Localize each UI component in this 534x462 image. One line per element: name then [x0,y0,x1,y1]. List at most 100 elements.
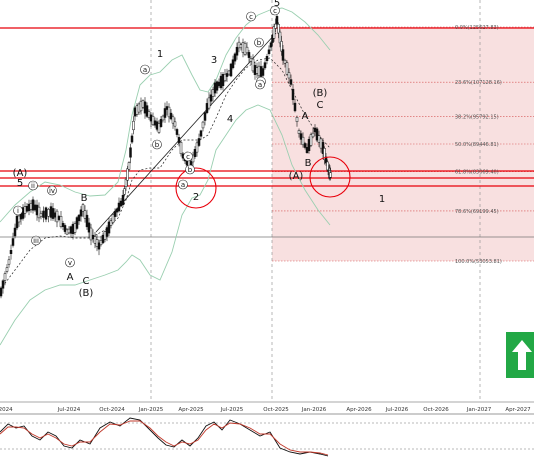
candle-body [257,65,261,77]
candle-body [91,234,95,240]
candle-body [199,130,203,137]
candle-body [97,242,101,250]
candle-body [165,106,169,110]
candle-body [249,58,253,62]
candle-body [251,58,255,72]
candle-body [207,97,211,109]
candle-body [121,194,125,206]
candle-body [167,106,171,118]
resistance-lines [0,27,534,187]
roman-label: c [186,153,190,161]
roman-label-circle [13,205,23,216]
up-arrow-icon [506,332,534,378]
roman-label: a [258,81,262,89]
roman-label-circle [183,151,193,162]
candle-body [15,215,19,229]
roman-label: c [249,13,253,21]
candle-body [197,138,201,146]
roman-label: b [188,166,193,174]
candle-body [124,179,128,187]
roman-label-circle [185,164,195,175]
candle-body [75,217,79,229]
wave-label: (B) [79,288,94,299]
candle-body [271,34,274,43]
candle-body [25,205,29,212]
candle-body [237,41,241,49]
candle-body [53,212,57,218]
candle-body [71,223,75,235]
candle-body [311,132,315,138]
fib-label: 61.8%(83069.40) [455,170,499,176]
candle-body [329,172,332,178]
x-tick-label: Oct-2026 [423,407,449,413]
candle-body [255,67,259,74]
x-tick-label: Apr-2025 [178,407,204,413]
candle-body [161,115,165,121]
candle-body [63,225,67,232]
candle-body [213,82,217,94]
candle-body [287,72,291,79]
candle-body [101,234,105,244]
wave-label: C [317,100,324,111]
candle-body [280,41,283,52]
candle-body [323,148,326,160]
candle-body [173,121,177,127]
candle-body [221,73,225,87]
candle-body [313,127,317,133]
candle-body [135,105,139,115]
candle-body [155,121,159,130]
roman-label: c [273,7,277,15]
roman-label-circle [152,139,162,150]
candle-body [281,49,285,61]
oscillator-panel [0,413,534,457]
candle-body [85,214,89,228]
candle-body [303,143,307,148]
candle-body [9,250,13,254]
candle-body [23,206,27,214]
candle-body [37,206,41,219]
candle-body [42,210,45,218]
fib-label: 23.6%(107128.16) [455,80,502,86]
candle-body [241,42,245,53]
wave-2-circle [175,167,217,209]
roman-label-circle [254,37,264,48]
candle-body [55,210,59,223]
candle-body [103,231,107,240]
roman-label-circle [65,257,75,268]
roman-label: i [17,207,19,215]
candle-body [33,204,37,211]
candle-body [233,53,237,62]
wave-label: 1 [379,194,385,205]
candle-body [137,103,141,113]
candle-body [129,147,132,158]
candle-body [295,117,299,122]
x-tick-label: Apr-2024 [0,407,13,413]
candle-body [285,62,289,75]
candle-body [69,226,73,234]
fib-label: 38.2%(95792.15) [455,114,499,120]
roman-label: iii [33,237,39,245]
roman-label-circle [31,235,41,246]
candle-body [245,46,249,54]
candle-body [111,214,115,223]
candle-body [93,236,97,244]
wave-label: 1 [157,49,163,60]
candle-body [89,227,93,241]
x-tick-label: Jan-2025 [138,407,164,413]
x-tick-label: Jan-2027 [466,407,492,413]
wave-label: B [81,193,88,204]
candle-body [141,100,145,108]
candle-body [321,142,325,154]
candle-body [39,213,43,217]
candle-body [127,162,131,170]
candle-body [13,227,17,237]
candle-body [175,129,179,135]
candle-body [261,68,265,76]
candle-body [274,23,277,29]
candle-body [219,75,223,89]
candle-body [5,267,9,272]
candle-body [297,130,301,134]
wave-label: 4 [227,114,233,125]
candle-body [81,204,85,212]
